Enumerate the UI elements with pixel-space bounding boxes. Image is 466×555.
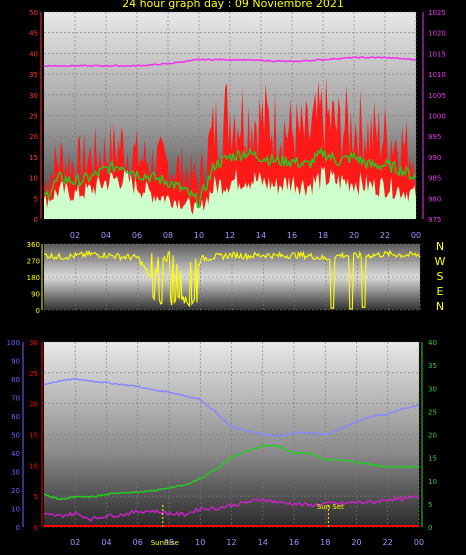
- y-left-tick-label: 20: [29, 133, 38, 141]
- temperature-humidity-chart: 0510152025300102030405060708090100051015…: [7, 339, 437, 547]
- y-right-tick-label: 10: [428, 478, 437, 486]
- y-humidity-tick-label: 60: [11, 413, 20, 421]
- x-tick-label: 00: [414, 538, 424, 547]
- x-tick-label: 16: [289, 538, 299, 547]
- y-right-tick-label: 975: [428, 216, 441, 224]
- y-right-tick-label: 40: [428, 339, 437, 347]
- y-right-tick-label: 15: [428, 455, 437, 463]
- y-humidity-tick-label: 80: [11, 376, 20, 384]
- x-tick-label: 20: [349, 231, 359, 240]
- x-tick-label: 20: [351, 538, 361, 547]
- sunset-label: Sun Set: [317, 503, 344, 511]
- x-tick-label: 02: [70, 538, 80, 547]
- y-right-tick-label: 1025: [428, 9, 446, 17]
- y-right-tick-label: 5: [428, 501, 432, 509]
- y-tick-label: 360: [27, 241, 40, 249]
- x-tick-label: 08: [163, 231, 173, 240]
- y-right-tick-label: 995: [428, 133, 441, 141]
- y-humidity-tick-label: 10: [11, 506, 20, 514]
- y-right-tick-label: 985: [428, 175, 441, 183]
- x-tick-label: 02: [70, 231, 80, 240]
- x-tick-label: 10: [195, 538, 205, 547]
- compass-label: S: [437, 270, 444, 283]
- x-tick-label: 12: [226, 538, 236, 547]
- y-humidity-tick-label: 50: [11, 432, 20, 440]
- y-right-tick-label: 35: [428, 362, 437, 370]
- y-right-tick-label: 0: [428, 524, 432, 532]
- y-right-tick-label: 990: [428, 154, 441, 162]
- compass-label: E: [437, 285, 444, 298]
- x-tick-label: 08: [164, 538, 174, 547]
- series-pressure: [43, 56, 417, 68]
- series-direction: [43, 249, 421, 310]
- y-right-tick-label: 25: [428, 408, 437, 416]
- x-tick-label: 04: [101, 538, 111, 547]
- y-humidity-tick-label: 20: [11, 487, 20, 495]
- y-left-tick-label: 10: [29, 175, 38, 183]
- y-right-tick-label: 30: [428, 385, 437, 393]
- y-tick-label: 90: [31, 291, 40, 299]
- y-left-tick-label: 0: [34, 216, 38, 224]
- graph-title: 24 hour graph day : 09 Noviembre 2021: [122, 0, 344, 10]
- y-left-tick-label: 35: [29, 71, 38, 79]
- x-tick-label: 06: [133, 538, 143, 547]
- y-tick-label: 180: [27, 274, 40, 282]
- sunrise-label: SunRise: [151, 539, 179, 547]
- x-tick-label: 18: [320, 538, 330, 547]
- y-right-tick-label: 1020: [428, 30, 446, 38]
- y-right-tick-label: 1005: [428, 92, 446, 100]
- x-tick-label: 22: [383, 538, 393, 547]
- x-tick-label: 06: [132, 231, 142, 240]
- y-left-tick-label: 5: [34, 195, 38, 203]
- y-humidity-tick-label: 30: [11, 469, 20, 477]
- y-right-tick-label: 1015: [428, 50, 446, 58]
- y-right-tick-label: 1010: [428, 71, 446, 79]
- y-humidity-tick-label: 90: [11, 358, 20, 366]
- series-wind-min: [44, 166, 416, 219]
- series-wind-avg: [43, 146, 417, 209]
- y-humidity-tick-label: 40: [11, 450, 20, 458]
- y-left-tick-label: 15: [29, 154, 38, 162]
- x-tick-label: 04: [101, 231, 111, 240]
- x-tick-label: 16: [287, 231, 297, 240]
- x-tick-label: 18: [318, 231, 328, 240]
- y-humidity-tick-label: 100: [7, 339, 20, 347]
- x-tick-label: 22: [380, 231, 390, 240]
- y-left-tick-label: 25: [29, 370, 38, 378]
- y-tick-label: 270: [27, 258, 40, 266]
- y-humidity-tick-label: 0: [16, 524, 20, 532]
- wind-pressure-chart: 0510152025303540455097598098599099510001…: [29, 9, 446, 240]
- y-right-tick-label: 980: [428, 195, 441, 203]
- y-left-tick-label: 25: [29, 113, 38, 121]
- compass-label: W: [435, 255, 446, 268]
- y-left-tick-label: 10: [29, 462, 38, 470]
- y-left-tick-label: 15: [29, 432, 38, 440]
- y-left-tick-label: 40: [29, 50, 38, 58]
- y-left-tick-label: 45: [29, 30, 38, 38]
- compass-label: N: [436, 240, 444, 253]
- y-tick-label: 0: [36, 307, 40, 315]
- y-left-tick-label: 30: [29, 339, 38, 347]
- x-tick-label: 12: [225, 231, 235, 240]
- y-left-tick-label: 50: [29, 9, 38, 17]
- x-tick-label: 10: [194, 231, 204, 240]
- series-temperature: [43, 444, 420, 501]
- compass-label: N: [436, 300, 444, 313]
- y-humidity-tick-label: 70: [11, 395, 20, 403]
- y-right-tick-label: 1000: [428, 113, 446, 121]
- y-left-tick-label: 0: [34, 524, 38, 532]
- series-dewpoint: [44, 494, 420, 522]
- x-tick-label: 00: [411, 231, 421, 240]
- y-right-tick-label: 20: [428, 432, 437, 440]
- series-humidity: [43, 377, 420, 437]
- y-left-tick-label: 20: [29, 401, 38, 409]
- x-tick-label: 14: [256, 231, 266, 240]
- x-tick-label: 14: [258, 538, 268, 547]
- y-left-tick-label: 30: [29, 92, 38, 100]
- y-left-tick-label: 5: [34, 493, 38, 501]
